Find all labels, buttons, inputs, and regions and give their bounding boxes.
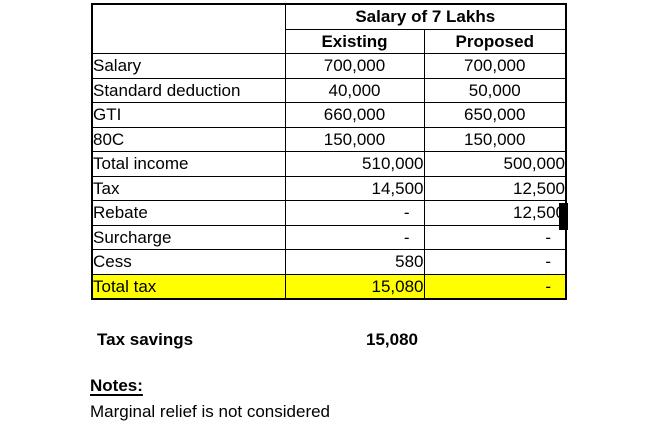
cell-existing: 700,000 (284, 53, 425, 79)
cell-proposed: 50,000 (423, 77, 567, 103)
notes-heading: Notes: (90, 376, 143, 395)
table-row-80c: 80C 150,000 150,000 (91, 126, 567, 152)
empty-corner-cell (91, 3, 286, 54)
cell-proposed: 12,500 (423, 175, 567, 201)
table-title: Salary of 7 Lakhs (284, 3, 567, 30)
table-row-standard-deduction: Standard deduction 40,000 50,000 (91, 77, 567, 103)
cell-proposed: - (423, 273, 567, 300)
cell-existing: 40,000 (284, 77, 425, 103)
table-row-total-income: Total income 510,000 500,000 (91, 151, 567, 177)
cell-existing: 660,000 (284, 102, 425, 128)
table-row-cess: Cess 580 - (91, 249, 567, 275)
row-label: Cess (91, 249, 286, 275)
cell-existing: 15,080 (284, 273, 425, 300)
row-label: Rebate (91, 200, 286, 226)
row-label: GTI (91, 102, 286, 128)
row-label: 80C (91, 126, 286, 152)
column-header-row: Existing Proposed (92, 28, 567, 54)
cell-proposed: 150,000 (423, 126, 567, 152)
cell-existing: - (284, 200, 425, 226)
cell-existing: 150,000 (284, 126, 425, 152)
table-row-tax: Tax 14,500 12,500 (91, 175, 567, 201)
cell-proposed: 12,500 (423, 200, 567, 226)
cell-existing: 14,500 (284, 175, 425, 201)
cell-proposed: - (423, 224, 567, 250)
tax-savings-row: Tax savings 15,080 (97, 330, 418, 350)
table-row-rebate: Rebate - 12,500 (91, 200, 567, 226)
thick-cell-border-artifact (559, 203, 568, 230)
row-label: Salary (91, 53, 286, 79)
table-row-total-tax: Total tax 15,080 - (91, 273, 567, 300)
tax-savings-label: Tax savings (97, 330, 194, 349)
column-header-proposed: Proposed (423, 28, 567, 54)
row-label: Tax (91, 175, 286, 201)
tax-comparison-table: Salary of 7 Lakhs Existing Proposed Sala… (91, 3, 567, 300)
cell-existing: 580 (284, 249, 425, 275)
title-row: Salary of 7 Lakhs (91, 3, 567, 54)
cell-proposed: 700,000 (423, 53, 567, 79)
cell-existing: - (284, 224, 425, 250)
row-label: Total income (91, 151, 286, 177)
table-row-surcharge: Surcharge - - (91, 224, 567, 250)
cell-proposed: - (423, 249, 567, 275)
cell-proposed: 650,000 (423, 102, 567, 128)
row-label: Surcharge (91, 224, 286, 250)
cell-proposed: 500,000 (423, 151, 567, 177)
row-label: Total tax (91, 273, 286, 300)
table-row-gti: GTI 660,000 650,000 (91, 102, 567, 128)
row-label: Standard deduction (91, 77, 286, 103)
notes-text: Marginal relief is not considered (90, 402, 331, 421)
tax-savings-value: 15,080 (366, 330, 418, 349)
table-row-salary: Salary 700,000 700,000 (91, 53, 567, 79)
column-header-existing: Existing (284, 28, 425, 54)
cell-existing: 510,000 (284, 151, 425, 177)
